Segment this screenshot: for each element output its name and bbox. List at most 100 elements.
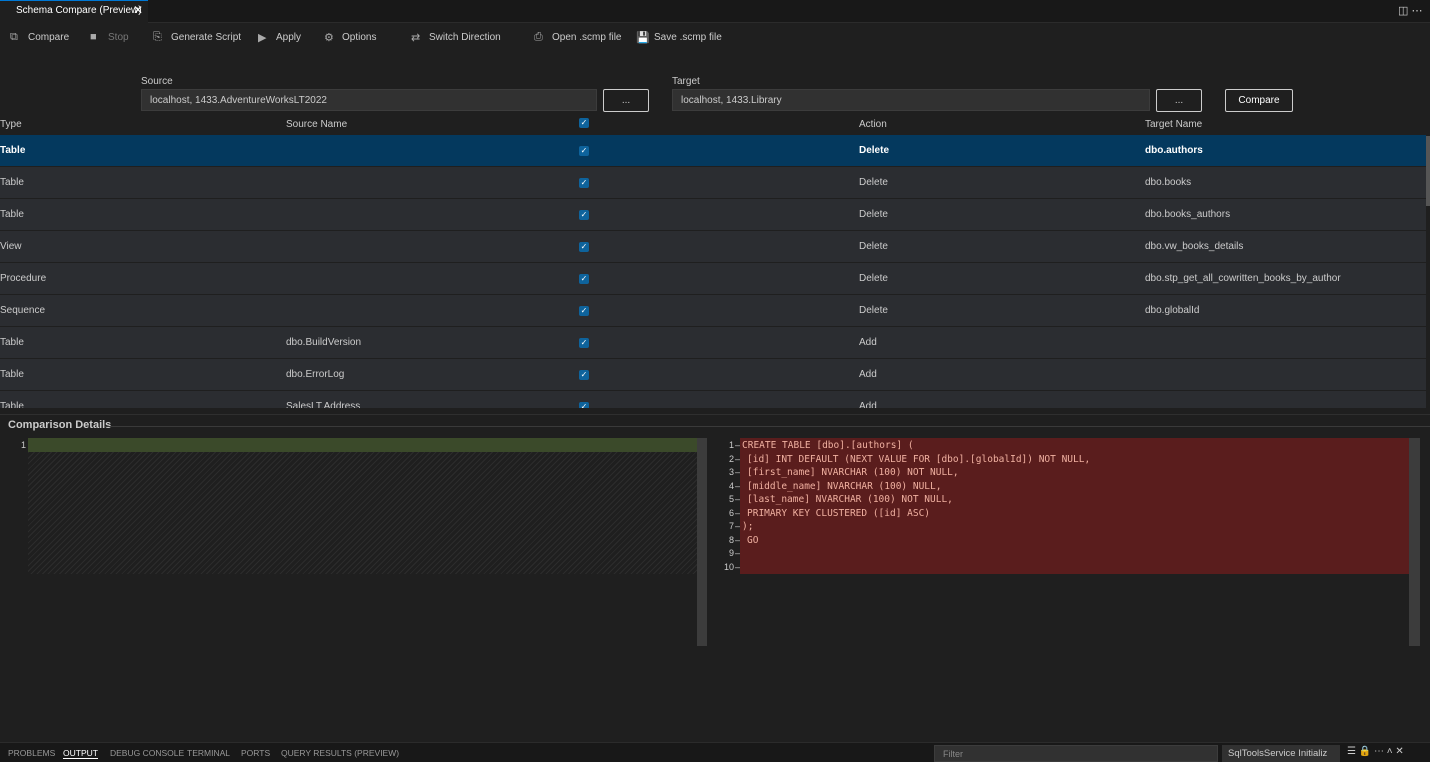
cell: Add — [859, 369, 877, 380]
diff-marker: – — [735, 494, 741, 504]
diff-marker: – — [735, 480, 741, 491]
toolbar-icon[interactable]: ⧉ — [10, 31, 18, 43]
checkbox[interactable]: ✓ — [579, 370, 589, 380]
panel-tab[interactable]: OUTPUT — [63, 748, 98, 759]
cell: dbo.ErrorLog — [286, 369, 345, 380]
line-number: 10 — [723, 561, 734, 572]
cell: dbo.vw_books_details — [1145, 241, 1244, 252]
checkbox[interactable]: ✓ — [579, 146, 589, 156]
compare-button[interactable]: Compare — [1225, 89, 1293, 112]
cell: dbo.authors — [1145, 145, 1203, 156]
diff-marker: – — [735, 467, 741, 477]
panel-tab[interactable]: DEBUG CONSOLE — [110, 748, 185, 758]
line-number: 7 — [728, 521, 734, 531]
toolbar-icon[interactable]: ⇄ — [411, 32, 421, 44]
cell: Sequence — [0, 305, 46, 316]
panel-tab[interactable]: QUERY RESULTS (PREVIEW) — [281, 748, 400, 758]
table-row[interactable] — [0, 231, 1426, 263]
target-label: Target — [672, 76, 700, 87]
source-input[interactable]: localhost, 1433.AdventureWorksLT2022 — [141, 89, 597, 111]
cell: dbo.books — [1145, 177, 1192, 188]
tab[interactable] — [0, 0, 148, 23]
cell: dbo.stp_get_all_cowritten_books_by_autho… — [1145, 273, 1341, 284]
column-header: Source Name — [286, 119, 348, 130]
table-row[interactable] — [0, 199, 1426, 231]
table-row[interactable] — [0, 295, 1426, 327]
cell: Delete — [859, 241, 888, 252]
checkbox[interactable]: ✓ — [579, 118, 589, 128]
cell: Table — [0, 209, 24, 220]
table-row[interactable] — [0, 167, 1426, 199]
left-scrollbar — [697, 438, 707, 646]
left-diagonal-fill — [28, 452, 698, 574]
grid-scrollbar — [1426, 136, 1430, 206]
cell: Delete — [859, 177, 888, 188]
cell: View — [0, 241, 22, 252]
toolbar-button[interactable]: Stop — [108, 32, 129, 43]
toolbar-icon[interactable]: 💾 — [636, 32, 650, 44]
target-input[interactable]: localhost, 1433.Library — [672, 89, 1150, 111]
code-line: [middle_name] NVARCHAR (100) NULL, — [747, 480, 942, 492]
diff-marker: – — [735, 561, 741, 572]
toolbar-button[interactable]: Options — [342, 32, 377, 43]
toolbar-icon[interactable]: ⚙ — [324, 32, 334, 44]
toolbar-icon[interactable]: ▶ — [258, 32, 267, 44]
split-icon[interactable]: ◫ ⋯ — [1398, 5, 1423, 17]
toolbar-button[interactable]: Apply — [276, 32, 302, 43]
checkbox[interactable]: ✓ — [579, 242, 589, 252]
panel-tab[interactable]: PROBLEMS — [8, 748, 56, 758]
toolbar-icon[interactable]: ⎘ — [153, 31, 162, 43]
checkbox[interactable]: ✓ — [579, 338, 589, 348]
table-row[interactable] — [0, 359, 1426, 391]
code-line: [last_name] NVARCHAR (100) NOT NULL, — [747, 494, 953, 505]
diff-marker: – — [735, 440, 741, 450]
table-row[interactable] — [0, 263, 1426, 295]
line-number: 5 — [728, 494, 734, 504]
column-header: Target Name — [1145, 119, 1203, 130]
checkbox[interactable]: ✓ — [579, 210, 589, 220]
line-number: 2 — [728, 453, 734, 464]
cell: Table — [0, 337, 24, 348]
cell: dbo.books_authors — [1145, 209, 1231, 220]
cell: SalesLT.Address — [286, 401, 361, 408]
toolbar-button[interactable]: Save .scmp file — [654, 32, 722, 43]
table-row[interactable] — [0, 391, 1426, 408]
tab-title[interactable]: Schema Compare (Preview) — [16, 5, 142, 16]
toolbar-button[interactable]: Compare — [28, 32, 70, 43]
panel-actions[interactable]: ☰ 🔒 ⋯ ˄ ✕ — [1347, 746, 1404, 757]
toolbar-icon[interactable]: ■ — [90, 31, 97, 43]
checkbox[interactable]: ✓ — [579, 306, 589, 316]
line-number: 3 — [728, 467, 734, 477]
cell: Delete — [859, 273, 888, 284]
table-row[interactable] — [0, 327, 1426, 359]
toolbar-icon[interactable]: ⎙ — [534, 31, 543, 43]
cell: Add — [859, 337, 877, 348]
toolbar-button[interactable]: Generate Script — [171, 32, 242, 43]
cell: Delete — [859, 209, 888, 220]
checkbox[interactable]: ✓ — [579, 274, 589, 284]
output-dropdown[interactable]: SqlToolsService Initializ — [1222, 745, 1340, 762]
divider — [0, 414, 1430, 415]
line-number: 6 — [728, 507, 734, 518]
filter-input[interactable]: Filter — [934, 745, 1218, 762]
checkbox[interactable]: ✓ — [579, 402, 589, 408]
line-number: 8 — [728, 534, 734, 545]
toolbar-button[interactable]: Open .scmp file — [552, 32, 622, 43]
cell: Delete — [859, 305, 888, 316]
table-row[interactable] — [0, 135, 1426, 167]
source-browse[interactable]: ... — [603, 89, 649, 112]
panel-tab[interactable]: TERMINAL — [187, 748, 230, 758]
tab-close[interactable]: ✕ — [133, 3, 144, 17]
cell: Table — [0, 369, 24, 380]
results-grid: Type Source Name Action Target Name ✓ Table De… — [0, 116, 1430, 408]
line-number: 9 — [728, 548, 734, 558]
tab-bar — [0, 0, 1430, 23]
target-browse[interactable]: ... — [1156, 89, 1202, 112]
panel-tab[interactable]: PORTS — [241, 748, 271, 758]
toolbar-button[interactable]: Switch Direction — [429, 32, 501, 43]
diff-marker: – — [735, 521, 741, 531]
details-title: Comparison Details — [8, 419, 112, 431]
checkbox[interactable]: ✓ — [579, 178, 589, 188]
diff-marker: – — [735, 507, 741, 518]
code-line: [first_name] NVARCHAR (100) NOT NULL, — [747, 467, 959, 478]
